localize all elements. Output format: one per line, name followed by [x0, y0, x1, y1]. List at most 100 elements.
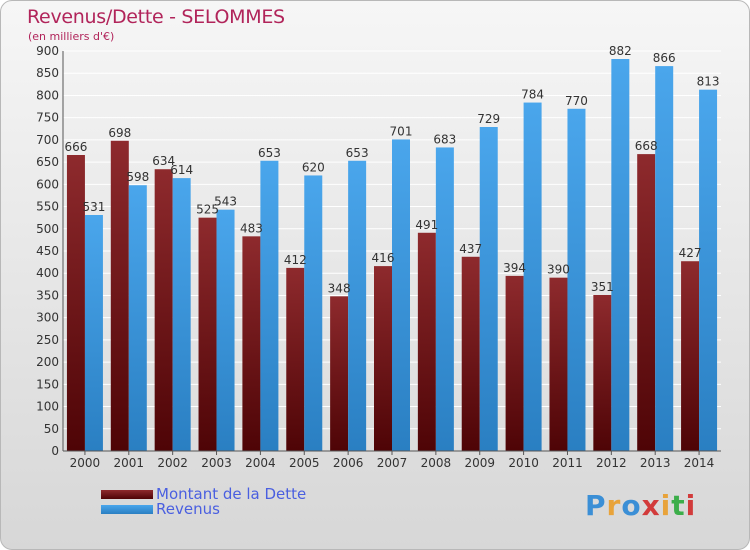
legend-swatch-debt: [101, 490, 153, 499]
bar-revenus-2013: [655, 66, 674, 451]
data-label-revenus-2002: 614: [170, 163, 193, 177]
bar-dette-2008: [417, 232, 436, 451]
bar-dette-2005: [286, 267, 305, 451]
y-tick-label: 200: [36, 355, 59, 369]
data-label-dette-2007: 416: [372, 251, 395, 265]
y-tick-label: 750: [36, 111, 59, 125]
bar-revenus-2000: [84, 215, 103, 451]
data-label-revenus-2005: 620: [302, 160, 325, 174]
data-label-dette-2009: 437: [459, 242, 482, 256]
x-tick-label: 2010: [508, 456, 539, 470]
bar-dette-2013: [637, 154, 656, 451]
legend-label-revenus: Revenus: [156, 500, 220, 518]
bar-dette-2006: [330, 296, 349, 451]
data-label-dette-2006: 348: [328, 281, 351, 295]
y-tick-label: 450: [36, 244, 59, 258]
bar-revenus-2004: [260, 160, 279, 451]
bar-revenus-2005: [304, 175, 323, 451]
axes: [62, 51, 721, 452]
bar-dette-2003: [198, 217, 217, 451]
bar-dette-2002: [154, 169, 173, 451]
x-tick-label: 2008: [421, 456, 452, 470]
bar-dette-2007: [374, 266, 392, 451]
bar-dette-2011: [549, 277, 568, 451]
y-tick-label: 250: [36, 333, 59, 347]
x-tick-label: 2011: [552, 456, 583, 470]
chart-subtitle: (en milliers d'€): [28, 30, 115, 43]
y-tick-label: 850: [36, 66, 59, 80]
x-tick-label: 2007: [377, 456, 408, 470]
x-tick-label: 2012: [596, 456, 627, 470]
proxiti-logo: Proxiti: [585, 489, 697, 522]
data-label-dette-2002: 634: [152, 154, 175, 168]
data-label-dette-2005: 412: [284, 253, 307, 267]
y-tick-label: 800: [36, 88, 59, 102]
y-tick-label: 150: [36, 377, 59, 391]
x-tick-label: 2003: [201, 456, 232, 470]
data-label-revenus-2009: 729: [477, 112, 500, 126]
x-tick-label: 2001: [114, 456, 145, 470]
y-tick-label: 400: [36, 266, 59, 280]
bar-revenus-2014: [699, 89, 718, 452]
data-label-revenus-2013: 866: [653, 51, 676, 65]
y-tick-label: 550: [36, 200, 59, 214]
legend-item-debt: Montant de la Dette: [101, 487, 306, 502]
bar-revenus-2007: [392, 139, 410, 451]
data-label-dette-2010: 394: [503, 261, 526, 275]
data-label-dette-2004: 483: [240, 221, 263, 235]
chart-title: Revenus/Dette - SELOMMES: [27, 6, 285, 28]
legend: Montant de la Dette Revenus: [101, 487, 306, 517]
legend-label-debt: Montant de la Dette: [156, 485, 307, 503]
y-axis-ticks: 0 50 100 150 200 250 300 350 400 450 500 550 600 650 7…: [36, 44, 59, 458]
bar-dette-2004: [242, 236, 261, 451]
bar-revenus-2008: [435, 147, 454, 451]
y-tick-label: 700: [36, 133, 59, 147]
y-tick-label: 50: [44, 422, 59, 436]
bar-revenus-2009: [479, 127, 498, 451]
data-label-dette-2008: 491: [415, 218, 438, 232]
data-label-revenus-2003: 543: [214, 195, 237, 209]
bar-revenus-2011: [567, 108, 586, 452]
legend-item-revenus: Revenus: [101, 502, 306, 517]
y-tick-label: 300: [36, 311, 59, 325]
x-tick-label: 2006: [333, 456, 364, 470]
data-label-revenus-2000: 531: [82, 200, 105, 214]
data-label-revenus-2004: 653: [258, 146, 281, 160]
data-label-dette-2003: 525: [196, 203, 219, 217]
x-axis-ticks: 2000 2001 2002 2003 2004 2005 2006 2007 2008 2009…: [70, 451, 715, 470]
data-label-revenus-2014: 813: [697, 75, 720, 89]
y-tick-label: 600: [36, 177, 59, 191]
data-label-revenus-2011: 770: [565, 94, 588, 108]
y-tick-label: 500: [36, 222, 59, 236]
data-label-revenus-2001: 598: [126, 170, 149, 184]
data-label-dette-2014: 427: [679, 246, 702, 260]
bar-dette-2010: [505, 275, 524, 451]
bar-revenus-2003: [216, 209, 235, 451]
bar-dette-2009: [461, 256, 480, 451]
y-tick-label: 900: [36, 44, 59, 58]
bar-dette-2014: [681, 261, 700, 451]
data-label-dette-2000: 666: [64, 140, 87, 154]
data-label-dette-2001: 698: [108, 126, 131, 140]
bar-revenus-2001: [128, 185, 147, 451]
y-tick-label: 350: [36, 288, 59, 302]
y-tick-label: 650: [36, 155, 59, 169]
x-tick-label: 2013: [640, 456, 671, 470]
bar-dette-2001: [110, 140, 129, 451]
bar-revenus-2002: [172, 178, 191, 451]
x-tick-label: 2005: [289, 456, 320, 470]
y-tick-label: 100: [36, 400, 59, 414]
x-tick-label: 2004: [245, 456, 276, 470]
y-tick-label: 0: [51, 444, 59, 458]
data-label-revenus-2007: 701: [390, 124, 413, 138]
bar-dette-2012: [593, 295, 612, 451]
data-label-revenus-2008: 683: [433, 132, 456, 146]
x-tick-label: 2002: [157, 456, 188, 470]
bars: [66, 59, 718, 452]
x-tick-label: 2014: [684, 456, 715, 470]
x-tick-label: 2009: [464, 456, 495, 470]
data-label-revenus-2012: 882: [609, 44, 632, 58]
